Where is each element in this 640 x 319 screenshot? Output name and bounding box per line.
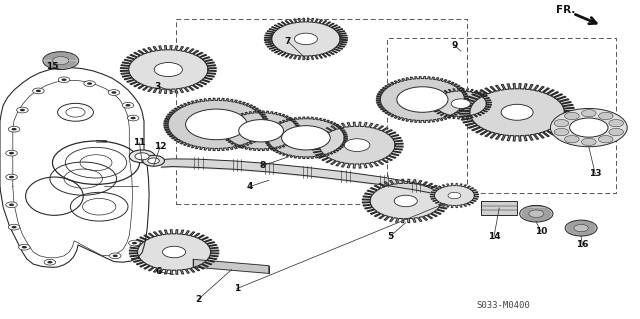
Circle shape <box>129 240 140 246</box>
Text: 15: 15 <box>46 63 59 71</box>
Circle shape <box>609 120 623 127</box>
Circle shape <box>501 104 533 120</box>
Circle shape <box>394 195 417 207</box>
Circle shape <box>125 104 131 107</box>
Circle shape <box>451 99 470 108</box>
Text: 14: 14 <box>488 232 500 241</box>
Text: 9: 9 <box>451 41 458 50</box>
Circle shape <box>598 136 613 143</box>
Circle shape <box>131 117 136 119</box>
Text: 1: 1 <box>234 284 240 293</box>
Circle shape <box>122 102 134 108</box>
Polygon shape <box>164 98 269 151</box>
Circle shape <box>9 204 14 206</box>
Circle shape <box>9 152 14 154</box>
Circle shape <box>565 220 597 236</box>
Circle shape <box>87 82 92 85</box>
Text: 13: 13 <box>589 169 602 178</box>
Circle shape <box>6 174 17 180</box>
Circle shape <box>148 158 159 164</box>
Polygon shape <box>460 84 575 141</box>
Circle shape <box>113 255 118 257</box>
Circle shape <box>58 77 70 83</box>
Circle shape <box>186 109 247 140</box>
Circle shape <box>127 115 139 121</box>
Circle shape <box>570 118 608 137</box>
Polygon shape <box>430 183 479 208</box>
Circle shape <box>448 192 461 199</box>
Circle shape <box>529 210 544 218</box>
Circle shape <box>598 112 613 120</box>
Text: 2: 2 <box>195 295 202 304</box>
Text: 7: 7 <box>285 37 291 46</box>
Text: 16: 16 <box>576 241 589 249</box>
Polygon shape <box>311 122 403 168</box>
Circle shape <box>6 150 17 156</box>
Circle shape <box>143 155 164 166</box>
Text: 6: 6 <box>156 267 162 276</box>
Circle shape <box>582 138 596 145</box>
Circle shape <box>154 63 182 77</box>
Polygon shape <box>430 88 492 119</box>
Circle shape <box>564 136 579 143</box>
Circle shape <box>33 88 44 94</box>
Circle shape <box>9 176 14 178</box>
Circle shape <box>239 120 284 142</box>
Polygon shape <box>376 77 468 122</box>
Circle shape <box>574 225 588 232</box>
Circle shape <box>582 110 596 117</box>
Circle shape <box>17 107 28 113</box>
Polygon shape <box>264 18 348 60</box>
Circle shape <box>8 126 20 132</box>
Circle shape <box>294 33 317 45</box>
Circle shape <box>135 153 149 160</box>
Circle shape <box>564 112 579 120</box>
Circle shape <box>609 129 623 136</box>
Circle shape <box>52 56 69 65</box>
Circle shape <box>282 126 330 150</box>
Circle shape <box>520 205 553 222</box>
Polygon shape <box>362 179 449 223</box>
Text: 12: 12 <box>154 142 166 151</box>
Bar <box>481 201 517 215</box>
Circle shape <box>129 150 155 163</box>
Circle shape <box>550 108 627 147</box>
Circle shape <box>554 129 569 136</box>
Circle shape <box>22 246 27 249</box>
Circle shape <box>44 259 56 265</box>
Circle shape <box>397 87 448 112</box>
Circle shape <box>554 120 569 127</box>
Polygon shape <box>193 259 269 273</box>
Text: 5: 5 <box>387 232 394 241</box>
Text: 8: 8 <box>259 161 266 170</box>
Text: 3: 3 <box>154 82 161 91</box>
Circle shape <box>47 261 52 263</box>
Circle shape <box>20 109 25 111</box>
Circle shape <box>109 253 121 259</box>
Circle shape <box>108 90 120 95</box>
Circle shape <box>43 52 79 70</box>
Circle shape <box>344 139 370 152</box>
Polygon shape <box>264 117 348 159</box>
Polygon shape <box>120 46 216 93</box>
Text: S033-M0400: S033-M0400 <box>477 301 531 310</box>
Text: FR.: FR. <box>556 5 575 15</box>
Polygon shape <box>221 111 301 151</box>
Circle shape <box>111 91 116 94</box>
Text: 10: 10 <box>534 227 547 236</box>
Polygon shape <box>129 230 219 274</box>
Circle shape <box>84 81 95 86</box>
Circle shape <box>132 242 137 244</box>
Circle shape <box>8 224 20 230</box>
Text: 11: 11 <box>133 138 146 147</box>
Text: 4: 4 <box>246 182 253 191</box>
Circle shape <box>6 202 17 208</box>
Circle shape <box>12 128 17 130</box>
Circle shape <box>12 226 17 228</box>
Circle shape <box>36 90 41 92</box>
Circle shape <box>61 78 67 81</box>
Circle shape <box>163 246 186 258</box>
Circle shape <box>19 244 30 250</box>
